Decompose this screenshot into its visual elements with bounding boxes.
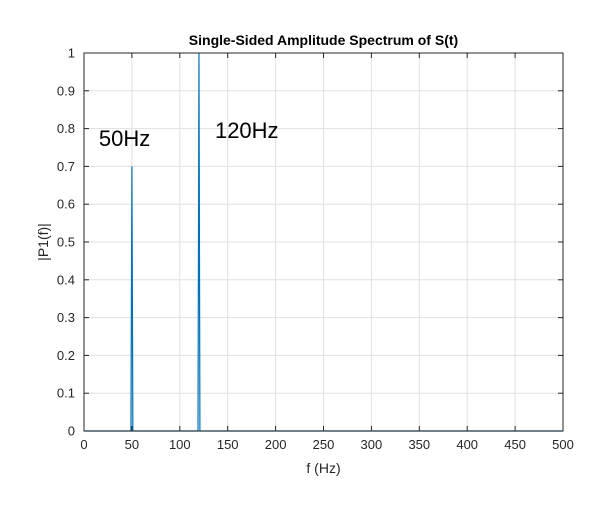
x-tick-label: 150 (217, 437, 239, 452)
y-tick-label: 1 (68, 46, 75, 61)
ticks: 0 50 100 150 200 250 300 350 400 450 500 0 0.1 0.2 0.3… (57, 46, 574, 453)
x-tick-label: 250 (313, 437, 335, 452)
x-tick-label: 500 (552, 437, 574, 452)
y-tick-label: 0.6 (57, 197, 75, 212)
y-tick-label: 0.9 (57, 83, 75, 98)
y-tick-label: 0.4 (57, 272, 75, 287)
x-tick-label: 300 (361, 437, 383, 452)
peak-annotation: 50Hz (99, 126, 150, 151)
peak-annotation: 120Hz (215, 118, 279, 143)
y-tick-label: 0.3 (57, 310, 75, 325)
y-tick-label: 0.1 (57, 386, 75, 401)
x-tick-label: 400 (456, 437, 478, 452)
y-tick-label: 0.7 (57, 159, 75, 174)
x-tick-label: 0 (80, 437, 87, 452)
x-tick-label: 450 (504, 437, 526, 452)
annotations: 50Hz 120Hz (99, 118, 279, 151)
grid (84, 53, 563, 431)
x-tick-label: 100 (169, 437, 191, 452)
x-tick-label: 200 (265, 437, 287, 452)
y-tick-label: 0 (68, 424, 75, 439)
x-axis-label: f (Hz) (306, 460, 340, 476)
y-axis-label: |P1(f)| (35, 223, 51, 261)
y-tick-label: 0.8 (57, 121, 75, 136)
y-tick-label: 0.5 (57, 235, 75, 250)
y-tick-label: 0.2 (57, 348, 75, 363)
chart-title: Single-Sided Amplitude Spectrum of S(t) (189, 32, 458, 48)
x-tick-label: 50 (125, 437, 139, 452)
x-tick-label: 350 (408, 437, 430, 452)
